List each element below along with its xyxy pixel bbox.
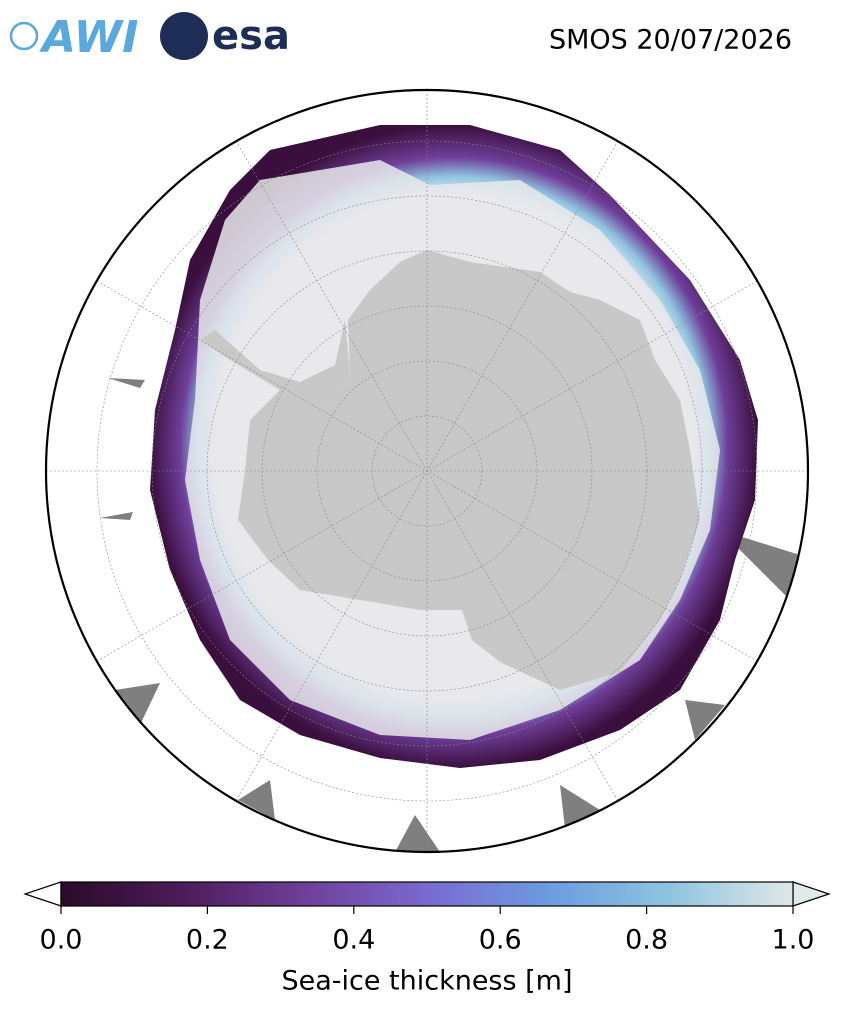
colorbar-tick-label: 0.0 xyxy=(40,925,83,956)
awi-globe xyxy=(9,21,39,51)
colorbar-scale xyxy=(60,881,794,907)
colorbar-tick-label: 0.4 xyxy=(332,925,375,956)
colorbar-tick-label: 1.0 xyxy=(772,925,815,956)
colorbar-tick-label: 0.8 xyxy=(625,925,668,956)
graticule xyxy=(46,90,808,852)
esa-logo: esa xyxy=(160,12,290,60)
awi-logo: AWI xyxy=(9,12,139,63)
colorbar-tick-label: 0.6 xyxy=(479,925,522,956)
peninsula xyxy=(200,320,350,410)
map xyxy=(46,90,808,852)
antarctica xyxy=(238,250,700,690)
colorbar-label: Sea-ice thickness [m] xyxy=(281,966,572,997)
colorbar: Sea-ice thickness [m] 0.0 0.2 0.4 0.6 0.8 1.0 xyxy=(23,881,831,997)
esa-globe xyxy=(160,12,208,60)
colorbar-extend-low xyxy=(23,881,62,907)
awi-text: AWI xyxy=(39,12,139,63)
map-frame xyxy=(44,88,810,854)
map-title: SMOS 20/07/2026 xyxy=(549,25,792,56)
esa-text: esa xyxy=(212,13,290,59)
colorbar-extend-high xyxy=(792,881,831,907)
colorbar-tick-label: 0.2 xyxy=(186,925,229,956)
data-gaps xyxy=(100,378,800,852)
